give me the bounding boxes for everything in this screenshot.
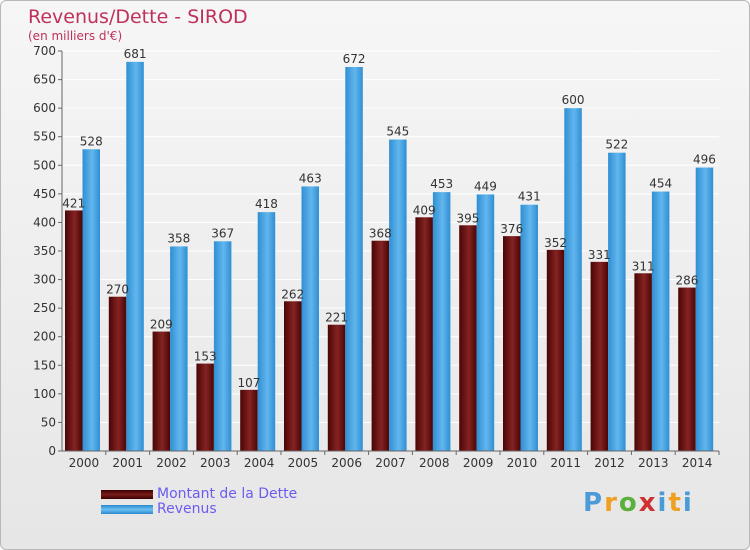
x-tick-label: 2004	[244, 456, 275, 470]
data-label-revenus: 463	[299, 171, 322, 185]
data-label-dette: 331	[588, 248, 611, 262]
bar-revenus	[476, 194, 495, 451]
bar-dette	[65, 210, 83, 451]
data-label-revenus: 600	[562, 93, 585, 107]
data-label-revenus: 672	[343, 52, 366, 66]
proxiti-logo: Proxiti	[583, 488, 694, 518]
data-label-revenus: 431	[518, 190, 541, 204]
bar-revenus	[257, 212, 276, 451]
data-label-revenus: 528	[80, 134, 103, 148]
x-tick-label: 2013	[638, 456, 669, 470]
x-tick-label: 2010	[507, 456, 538, 470]
bar-revenus	[608, 152, 626, 451]
y-tick-label: 650	[33, 73, 56, 87]
chart-title: Revenus/Dette - SIROD	[28, 6, 248, 28]
bar-dette	[152, 331, 171, 451]
data-label-dette: 352	[544, 236, 567, 250]
y-tick-label: 200	[33, 330, 56, 344]
data-label-revenus: 545	[386, 125, 409, 139]
data-label-dette: 286	[675, 274, 698, 288]
x-tick-label: 2011	[550, 456, 581, 470]
legend-swatch-dette	[101, 490, 153, 499]
x-tick-label: 2002	[156, 456, 187, 470]
data-label-dette: 376	[500, 222, 523, 236]
data-label-revenus: 367	[211, 226, 234, 240]
data-label-revenus: 522	[605, 138, 628, 152]
chart-subtitle: (en milliers d'€)	[28, 29, 123, 43]
bar-dette	[196, 363, 214, 451]
x-tick-label: 2005	[288, 456, 319, 470]
data-label-revenus: 449	[474, 179, 497, 193]
bar-revenus	[695, 167, 714, 452]
bar-revenus	[170, 246, 188, 451]
data-label-dette: 262	[281, 287, 304, 301]
data-label-dette: 311	[632, 259, 655, 273]
y-tick-label: 300	[33, 273, 56, 287]
bar-revenus	[301, 186, 319, 451]
y-tick-label: 350	[33, 244, 56, 258]
bar-dette	[415, 217, 433, 451]
y-tick-label: 550	[33, 130, 56, 144]
y-tick-label: 450	[33, 187, 56, 201]
y-tick-label: 600	[33, 101, 56, 115]
bar-dette	[634, 273, 652, 451]
bar-dette	[590, 261, 609, 451]
bar-revenus	[126, 61, 144, 451]
bar-revenus	[82, 149, 100, 452]
x-tick-label: 2003	[200, 456, 231, 470]
bar-revenus	[564, 108, 582, 452]
data-label-dette: 421	[62, 196, 85, 210]
y-tick-label: 0	[48, 444, 56, 458]
legend-label-dette: Montant de la Dette	[157, 486, 298, 502]
bar-dette	[108, 296, 127, 451]
bar-revenus	[345, 67, 363, 451]
bar-dette	[546, 249, 565, 451]
bar-dette	[240, 389, 258, 451]
y-tick-label: 150	[33, 358, 56, 372]
legend-label-revenus: Revenus	[157, 501, 217, 517]
x-tick-label: 2009	[463, 456, 494, 470]
data-label-dette: 270	[106, 283, 129, 297]
bar-revenus	[213, 241, 232, 451]
bar-dette	[284, 301, 302, 451]
data-label-revenus: 454	[649, 177, 672, 191]
bar-revenus	[651, 191, 670, 452]
data-label-dette: 107	[237, 376, 260, 390]
x-tick-label: 2006	[331, 456, 362, 470]
data-label-revenus: 681	[124, 47, 147, 61]
y-tick-label: 100	[33, 387, 56, 401]
y-tick-label: 700	[33, 44, 56, 58]
data-label-revenus: 496	[693, 153, 716, 167]
y-tick-label: 250	[33, 301, 56, 315]
data-label-dette: 153	[194, 350, 217, 364]
data-label-dette: 395	[456, 211, 479, 225]
legend-swatch-revenus	[101, 505, 153, 514]
x-tick-label: 2007	[375, 456, 406, 470]
y-tick-label: 400	[33, 215, 56, 229]
data-label-dette: 221	[325, 311, 348, 325]
bar-dette	[327, 324, 346, 451]
bar-dette	[678, 287, 696, 451]
y-tick-label: 500	[33, 158, 56, 172]
x-tick-label: 2000	[69, 456, 100, 470]
bar-dette	[503, 236, 521, 451]
data-label-dette: 209	[150, 318, 173, 332]
x-tick-label: 2008	[419, 456, 450, 470]
bar-revenus	[389, 139, 407, 452]
data-label-revenus: 418	[255, 197, 278, 211]
x-tick-label: 2014	[682, 456, 713, 470]
data-label-revenus: 358	[167, 231, 190, 245]
data-label-revenus: 453	[430, 177, 453, 191]
bar-dette	[459, 225, 477, 451]
bar-revenus	[432, 192, 451, 451]
data-label-dette: 368	[369, 227, 392, 241]
data-label-dette: 409	[413, 203, 436, 217]
x-tick-label: 2001	[112, 456, 143, 470]
y-tick-label: 50	[41, 415, 56, 429]
bar-revenus	[520, 204, 538, 451]
x-tick-label: 2012	[594, 456, 625, 470]
bar-dette	[371, 240, 390, 451]
